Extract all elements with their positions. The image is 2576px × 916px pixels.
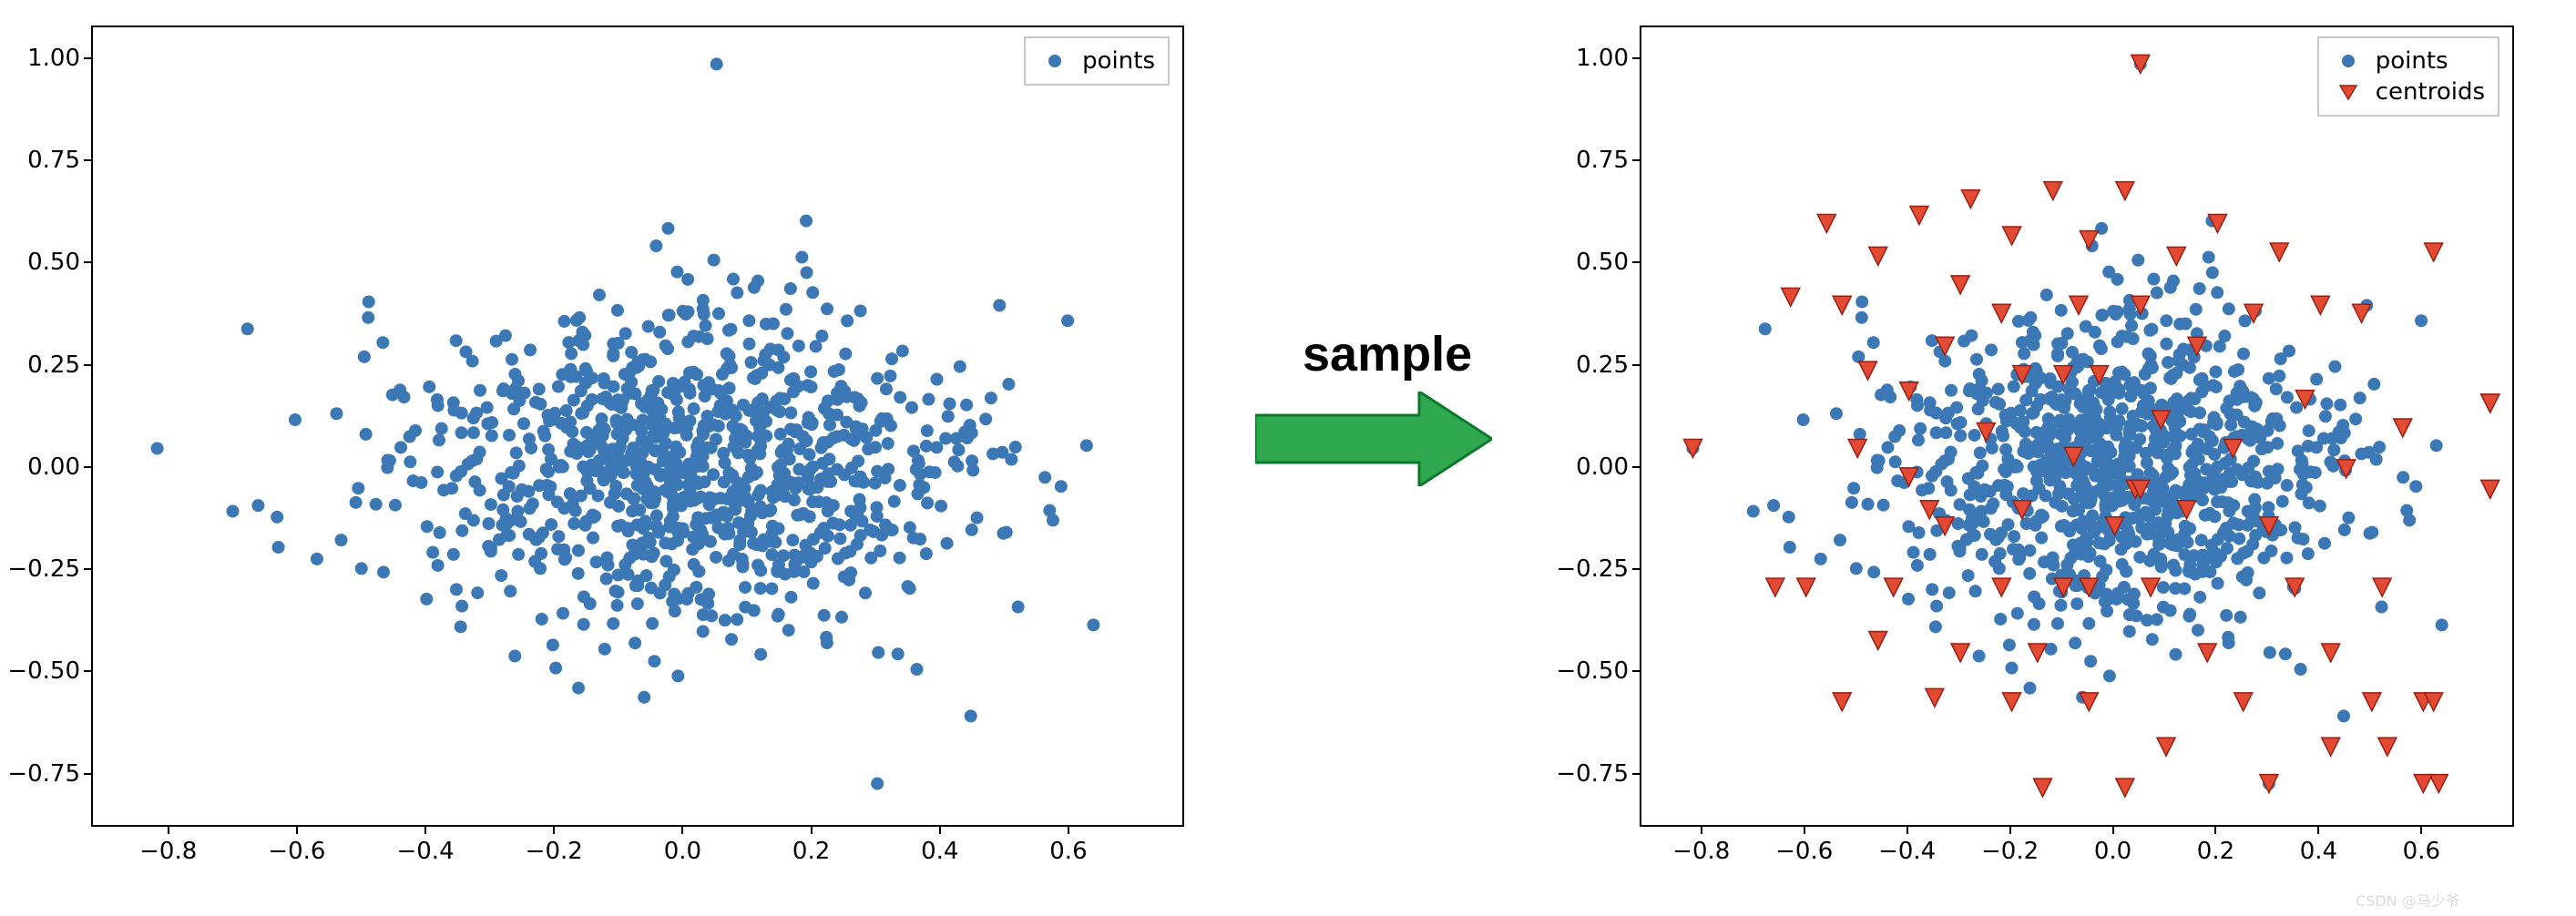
legend-label: points xyxy=(1082,47,1155,75)
arrow-label: sample xyxy=(1303,326,1472,382)
ytick-label: −0.50 xyxy=(1556,657,1640,685)
xtick-mark xyxy=(2317,827,2319,834)
ytick-label: 0.75 xyxy=(1576,147,1640,174)
ytick-mark xyxy=(1632,773,1640,775)
right-scatter-svg xyxy=(1641,27,2516,829)
xtick-mark xyxy=(2009,827,2011,834)
legend-item: centroids xyxy=(2332,76,2485,107)
xtick-mark xyxy=(1068,827,1069,834)
right-legend: points centroids xyxy=(2317,36,2499,117)
xtick-mark xyxy=(811,827,813,834)
xtick-mark xyxy=(296,827,298,834)
legend-label: points xyxy=(2376,47,2448,75)
ytick-label: 0.75 xyxy=(27,147,91,174)
xtick-mark xyxy=(1701,827,1702,834)
watermark-text: CSDN @马少爷 xyxy=(2356,889,2460,911)
ytick-mark xyxy=(84,159,91,161)
ytick-mark xyxy=(1632,364,1640,366)
triangle-down-marker-icon xyxy=(2332,81,2365,103)
legend-item: points xyxy=(1038,46,1155,76)
xtick-mark xyxy=(681,827,683,834)
xtick-mark xyxy=(553,827,555,834)
right-scatter-plot: points centroids xyxy=(1640,25,2514,827)
ytick-mark xyxy=(84,261,91,263)
xtick-mark xyxy=(939,827,941,834)
legend-label: centroids xyxy=(2376,78,2485,106)
xtick-mark xyxy=(168,827,169,834)
figure-canvas: points −0.75 −0.50 −0.25 0.00 0.25 0.50 0.75 1.… xyxy=(0,0,2576,916)
circle-marker-icon xyxy=(2332,50,2365,72)
ytick-label: 0.00 xyxy=(27,453,91,481)
left-scatter-plot: points xyxy=(91,25,1184,827)
ytick-label: 0.00 xyxy=(1576,453,1640,481)
ytick-mark xyxy=(1632,261,1640,263)
ytick-label: −0.75 xyxy=(7,760,91,788)
xtick-mark xyxy=(424,827,426,834)
ytick-mark xyxy=(1632,670,1640,672)
ytick-mark xyxy=(84,773,91,775)
ytick-mark xyxy=(1632,159,1640,161)
ytick-label: −0.25 xyxy=(1556,555,1640,583)
circle-marker-icon xyxy=(1038,50,1071,72)
legend-item: points xyxy=(2332,46,2485,76)
ytick-label: 0.25 xyxy=(27,351,91,379)
ytick-label: −0.25 xyxy=(7,555,91,583)
ytick-mark xyxy=(84,466,91,468)
ytick-label: −0.75 xyxy=(1556,760,1640,788)
left-scatter-svg xyxy=(93,27,1186,829)
xtick-mark xyxy=(2214,827,2216,834)
xtick-mark xyxy=(1804,827,1805,834)
ytick-label: 1.00 xyxy=(27,45,91,72)
ytick-label: 0.25 xyxy=(1576,351,1640,379)
sample-arrow-icon xyxy=(1255,392,1492,486)
ytick-mark xyxy=(84,568,91,570)
ytick-label: 0.50 xyxy=(1576,249,1640,276)
xtick-mark xyxy=(1906,827,1908,834)
ytick-mark xyxy=(84,364,91,366)
ytick-label: 1.00 xyxy=(1576,45,1640,72)
ytick-mark xyxy=(84,57,91,59)
ytick-label: −0.50 xyxy=(7,657,91,685)
xtick-mark xyxy=(2420,827,2422,834)
left-legend: points xyxy=(1024,36,1170,86)
xtick-mark xyxy=(2112,827,2114,834)
ytick-mark xyxy=(84,670,91,672)
ytick-mark xyxy=(1632,466,1640,468)
ytick-mark xyxy=(1632,57,1640,59)
ytick-label: 0.50 xyxy=(27,249,91,276)
ytick-mark xyxy=(1632,568,1640,570)
